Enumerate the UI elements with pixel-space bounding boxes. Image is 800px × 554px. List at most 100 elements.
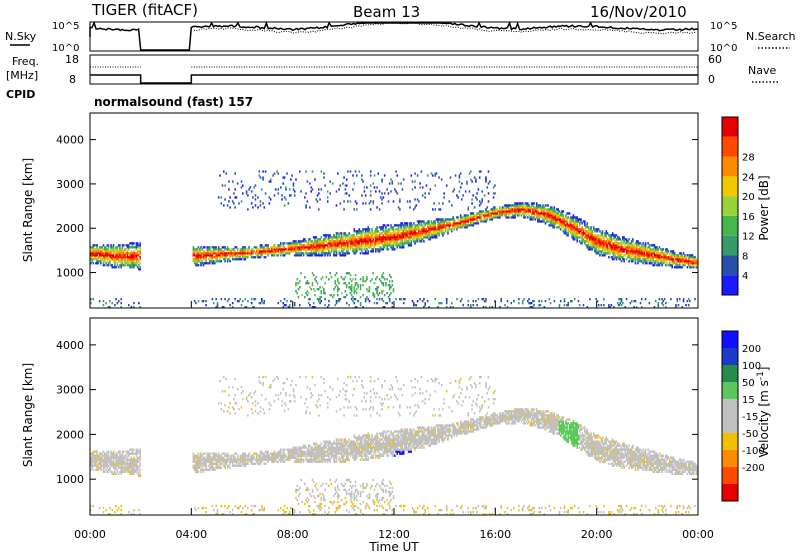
power-cell — [679, 256, 681, 259]
power-cell — [280, 186, 282, 189]
power-cell — [283, 248, 286, 251]
power-cell — [452, 226, 454, 229]
velocity-cell — [207, 468, 210, 472]
power-cell — [240, 250, 243, 253]
velocity-cell — [250, 462, 253, 465]
power-cell — [91, 258, 93, 261]
power-cell — [220, 202, 223, 205]
power-cell — [578, 236, 581, 239]
power-cell — [290, 250, 292, 253]
power-cell — [197, 258, 200, 261]
power-cell — [93, 252, 96, 255]
velocity-cell — [273, 450, 276, 453]
power-cell — [95, 250, 97, 253]
power-cell — [319, 296, 321, 299]
power-cell — [395, 228, 397, 231]
power-cell — [622, 302, 624, 305]
velocity-cell — [239, 504, 242, 508]
power-cell — [551, 214, 553, 217]
power-cell — [309, 286, 311, 289]
power-cell — [628, 246, 630, 249]
power-cell — [401, 238, 404, 241]
power-cell — [615, 250, 618, 253]
velocity-cell — [133, 456, 135, 459]
velocity-cell — [267, 454, 269, 457]
power-cell — [529, 216, 532, 219]
power-cell — [224, 252, 226, 255]
power-cell — [619, 242, 622, 245]
power-cell — [542, 212, 544, 215]
power-cell — [353, 182, 356, 185]
power-cell — [390, 242, 392, 245]
velocity-cell — [96, 456, 98, 459]
velocity-cell — [231, 462, 234, 465]
power-cell — [639, 248, 642, 251]
power-cell — [409, 238, 411, 241]
velocity-cell — [91, 460, 93, 463]
power-cell — [634, 248, 637, 251]
power-cell — [349, 288, 352, 291]
power-cell — [476, 218, 478, 221]
power-cell — [553, 222, 556, 225]
power-cell — [591, 248, 594, 251]
velocity-cell — [93, 462, 96, 465]
power-cell — [466, 218, 468, 221]
power-cell — [543, 216, 546, 219]
velocity-cell — [220, 462, 223, 465]
power-cell — [337, 278, 339, 281]
power-cell — [459, 216, 462, 219]
power-cell — [340, 250, 343, 253]
power-cell — [418, 228, 420, 231]
power-cell — [567, 212, 570, 215]
power-cell — [321, 254, 324, 257]
power-cell — [661, 256, 663, 259]
power-cell — [416, 300, 419, 303]
power-cell — [592, 238, 595, 241]
power-cell — [410, 222, 413, 225]
power-cell — [122, 254, 125, 257]
power-cell — [492, 212, 495, 215]
power-cell — [605, 234, 608, 237]
power-cell — [521, 202, 524, 205]
velocity-cell — [96, 460, 98, 463]
velocity-cell — [259, 462, 262, 465]
power-cell — [233, 248, 235, 251]
power-cell — [125, 252, 128, 255]
power-cell — [254, 256, 257, 259]
power-cell — [611, 242, 614, 245]
velocity-cell — [267, 458, 269, 461]
power-cell — [385, 240, 387, 243]
velocity-cell — [97, 454, 100, 457]
power-cell — [359, 286, 362, 289]
power-cell — [210, 254, 212, 257]
power-cell — [378, 250, 381, 253]
power-cell — [287, 246, 290, 249]
power-cell — [539, 220, 542, 223]
power-cell — [397, 244, 400, 247]
power-cell — [622, 238, 624, 241]
power-cell — [501, 206, 504, 209]
power-cell — [610, 234, 613, 237]
power-cell — [116, 252, 119, 255]
power-cell — [382, 230, 385, 233]
velocity-cell — [202, 464, 205, 467]
power-cell — [356, 288, 358, 291]
power-cell — [495, 216, 497, 219]
power-cell — [597, 246, 600, 249]
power-cell — [432, 174, 434, 177]
power-cell — [354, 246, 357, 249]
power-cell — [325, 236, 328, 239]
velocity-cell — [252, 513, 254, 516]
power-cell — [466, 214, 468, 217]
power-cell — [635, 256, 638, 259]
power-cell — [100, 262, 102, 265]
velocity-cell — [264, 462, 267, 465]
power-cell — [409, 234, 411, 237]
velocity-cell — [93, 460, 96, 463]
power-colorbar-cell — [722, 235, 738, 256]
power-cell — [299, 240, 301, 243]
power-cell — [625, 240, 628, 243]
noise-left-label: N.Sky — [5, 30, 37, 43]
power-cell — [590, 230, 592, 233]
power-cell — [376, 226, 378, 229]
